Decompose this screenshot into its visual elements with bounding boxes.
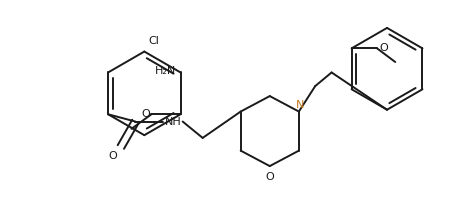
Text: NH: NH	[165, 116, 181, 127]
Text: Cl: Cl	[148, 36, 159, 46]
Text: O: O	[108, 151, 117, 161]
Text: N: N	[296, 100, 304, 110]
Text: O: O	[266, 172, 274, 183]
Text: O: O	[379, 43, 388, 53]
Text: O: O	[141, 109, 150, 119]
Text: H₂N: H₂N	[155, 66, 176, 76]
